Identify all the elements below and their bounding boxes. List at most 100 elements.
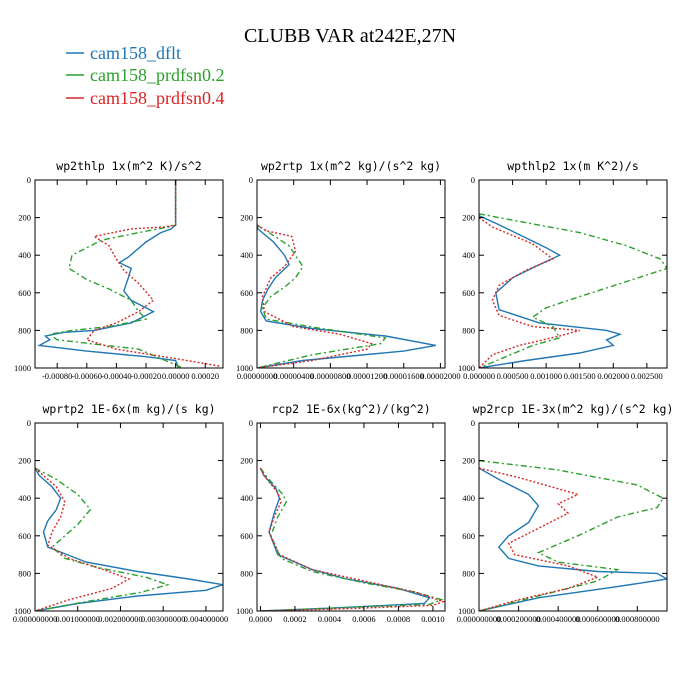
y-tick-label: 400 bbox=[240, 250, 253, 260]
x-tick-label: 0.0004 bbox=[318, 614, 342, 624]
x-tick-label: 0.004000000 bbox=[184, 614, 229, 624]
x-tick-label: 0.000800000 bbox=[615, 614, 660, 624]
x-tick-label: 0.002000 bbox=[597, 371, 629, 381]
y-tick-label: 800 bbox=[462, 568, 475, 578]
series-line bbox=[479, 215, 623, 368]
panel-title: wp2rtp 1x(m^2 kg)/(s^2 kg) bbox=[261, 159, 441, 173]
y-tick-label: 400 bbox=[462, 250, 475, 260]
x-tick-label: 0.000400000 bbox=[536, 614, 581, 624]
y-tick-label: 600 bbox=[240, 531, 253, 541]
panel-title: wp2rcp 1E-3x(m^2 kg)/(s^2 kg) bbox=[473, 402, 674, 416]
series-line bbox=[35, 467, 223, 611]
legend-label: cam158_prdfsn0.4 bbox=[90, 88, 224, 108]
series-line bbox=[479, 467, 667, 611]
chart-panel: wpthlp2 1x(m K^2)/s020040060080010000.00… bbox=[458, 159, 668, 381]
legend-label: cam158_prdfsn0.2 bbox=[90, 65, 224, 85]
y-tick-label: 1000 bbox=[236, 606, 253, 616]
y-tick-label: 800 bbox=[462, 325, 475, 335]
x-tick-label: 0.00000000 bbox=[237, 371, 277, 381]
legend-entry: cam158_dflt bbox=[66, 43, 181, 63]
plot-frame bbox=[256, 179, 446, 369]
y-tick-label: 0 bbox=[249, 175, 253, 185]
x-tick-label: -0.00060 bbox=[72, 371, 102, 381]
series-line bbox=[259, 467, 444, 611]
y-tick-label: 800 bbox=[240, 325, 253, 335]
panel-title: wp2thlp 1x(m^2 K)/s^2 bbox=[56, 159, 201, 173]
x-tick-label: 0.003000000 bbox=[141, 614, 186, 624]
panel-title: wpthlp2 1x(m K^2)/s bbox=[507, 159, 639, 173]
series-line bbox=[479, 217, 580, 368]
y-tick-label: 600 bbox=[240, 288, 253, 298]
x-tick-label: 0.0008 bbox=[387, 614, 410, 624]
y-tick-label: 600 bbox=[18, 531, 31, 541]
x-tick-label: 0.002000000 bbox=[98, 614, 143, 624]
y-tick-label: 200 bbox=[462, 456, 475, 466]
x-tick-label: 0.00001600 bbox=[384, 371, 424, 381]
plot-frame bbox=[256, 422, 446, 612]
x-tick-label: 0.00001200 bbox=[347, 371, 387, 381]
figure-title: CLUBB VAR at242E,27N bbox=[244, 25, 456, 47]
x-tick-label: 0.000000000 bbox=[457, 614, 502, 624]
x-tick-label: 0.0000 bbox=[249, 614, 272, 624]
plot-frame bbox=[34, 422, 224, 612]
y-tick-label: 600 bbox=[462, 288, 475, 298]
x-tick-label: 0.00000400 bbox=[273, 371, 313, 381]
y-tick-label: 400 bbox=[462, 493, 475, 503]
panel-grid: wp2thlp 1x(m^2 K)/s^2 0 200 400 600 800 1000 -0… bbox=[13, 159, 674, 624]
x-tick-label: 0.000600000 bbox=[575, 614, 620, 624]
legend-label: cam158_dflt bbox=[90, 43, 181, 63]
plot-frame bbox=[34, 179, 224, 369]
chart-panel: wp2rcp 1E-3x(m^2 kg)/(s^2 kg) 0 200 400 600 8… bbox=[457, 402, 674, 624]
y-tick-label: 1000 bbox=[458, 363, 475, 373]
x-tick-label: 0.001500 bbox=[564, 371, 596, 381]
x-tick-label: 0.000200000 bbox=[496, 614, 541, 624]
series-line bbox=[257, 224, 436, 368]
x-tick-label: 0.0010 bbox=[421, 614, 444, 624]
x-tick-label: 0.00020 bbox=[191, 371, 219, 381]
series-line bbox=[257, 224, 387, 368]
plot-frame bbox=[478, 422, 668, 612]
x-tick-label: 0.000500 bbox=[497, 371, 529, 381]
x-tick-label: 0.0006 bbox=[352, 614, 375, 624]
y-tick-label: 1000 bbox=[236, 363, 253, 373]
series-line bbox=[35, 467, 131, 611]
x-tick-label: 0.002500 bbox=[631, 371, 663, 381]
x-tick-label: -0.00020 bbox=[131, 371, 161, 381]
series-line bbox=[479, 467, 600, 611]
y-tick-label: 0 bbox=[249, 418, 253, 428]
series-line bbox=[48, 180, 184, 368]
y-tick-label: 1000 bbox=[14, 363, 31, 373]
chart-panel: rcp2 1E-6x(kg^2)/(kg^2) 0 200 400 600 800 1000… bbox=[236, 402, 446, 624]
y-tick-label: 200 bbox=[462, 213, 475, 223]
chart-panel: wp2rtp 1x(m^2 kg)/(s^2 kg) 0 200 400 600 800 1… bbox=[236, 159, 461, 381]
series-line bbox=[35, 467, 170, 611]
chart-panel: wp2thlp 1x(m^2 K)/s^2 0 200 400 600 800 1000 -0… bbox=[14, 159, 224, 381]
y-tick-label: 0 bbox=[471, 418, 475, 428]
x-tick-label: 0.00000800 bbox=[310, 371, 350, 381]
x-tick-label: 0.00000 bbox=[162, 371, 190, 381]
y-tick-label: 600 bbox=[18, 288, 31, 298]
y-tick-label: 0 bbox=[471, 175, 475, 185]
y-tick-label: 400 bbox=[18, 250, 31, 260]
x-tick-label: 0.000000 bbox=[463, 371, 495, 381]
series-line bbox=[479, 459, 664, 611]
x-tick-label: -0.00080 bbox=[42, 371, 72, 381]
y-tick-label: 800 bbox=[18, 568, 31, 578]
y-tick-label: 200 bbox=[18, 213, 31, 223]
y-tick-label: 400 bbox=[18, 493, 31, 503]
series-line bbox=[479, 213, 667, 368]
y-tick-label: 800 bbox=[240, 568, 253, 578]
x-tick-label: 0.001000 bbox=[530, 371, 562, 381]
legend-entry: cam158_prdfsn0.4 bbox=[66, 88, 224, 108]
legend-entry: cam158_prdfsn0.2 bbox=[66, 65, 224, 85]
series-line bbox=[259, 467, 431, 611]
series-line bbox=[85, 180, 221, 367]
series-line bbox=[259, 467, 445, 611]
x-tick-label: -0.00040 bbox=[101, 371, 131, 381]
y-tick-label: 200 bbox=[240, 456, 253, 466]
x-tick-label: 0.000000000 bbox=[13, 614, 58, 624]
panel-title: wprtp2 1E-6x(m kg)/(s kg) bbox=[42, 402, 215, 416]
x-tick-label: 0.00002000 bbox=[420, 371, 460, 381]
x-tick-label: 0.0002 bbox=[283, 614, 306, 624]
